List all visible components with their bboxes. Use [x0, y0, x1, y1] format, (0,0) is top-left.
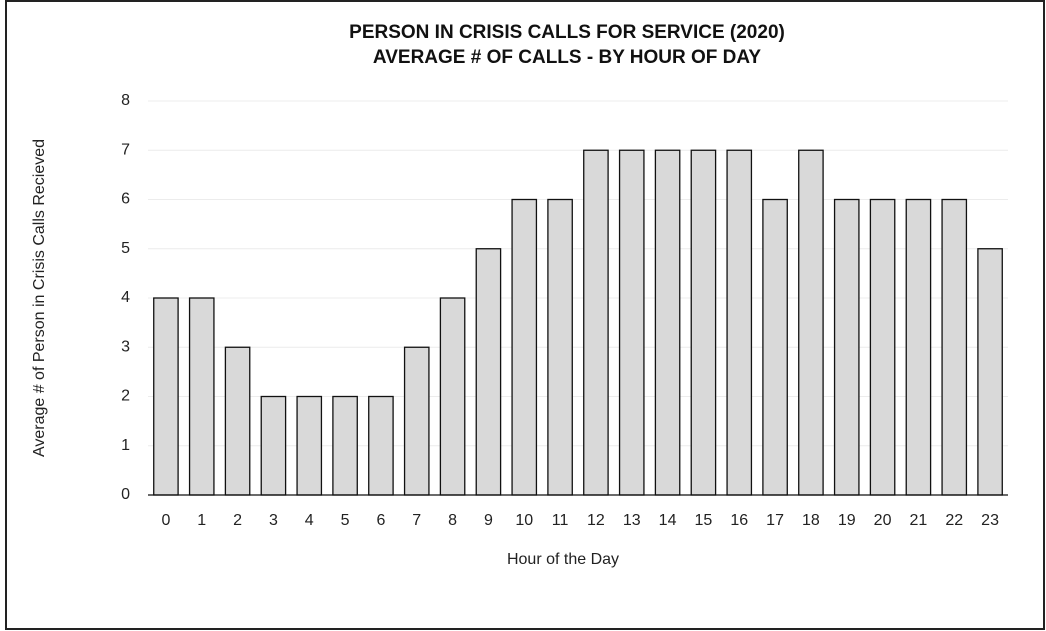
bar: [224, 346, 251, 496]
bar: [260, 395, 287, 496]
x-tick-label: 18: [802, 512, 820, 529]
x-tick-label: 14: [659, 512, 677, 529]
x-axis-label: Hour of the Day: [507, 551, 619, 568]
x-tick-label: 5: [341, 512, 350, 529]
bar: [977, 248, 1003, 496]
bar: [475, 248, 502, 496]
y-tick-label: 1: [121, 437, 130, 454]
x-tick-label: 7: [412, 512, 421, 529]
bar: [153, 297, 179, 496]
x-tick-label: 17: [766, 512, 784, 529]
x-tick-label: 0: [161, 512, 170, 529]
x-tick-label: 2: [233, 512, 242, 529]
x-tick-label: 1: [197, 512, 206, 529]
x-tick-label: 10: [515, 512, 533, 529]
y-tick-label: 7: [121, 141, 130, 158]
bar: [332, 395, 358, 496]
bar: [654, 149, 681, 496]
x-tick-label: 8: [448, 512, 457, 529]
bar: [511, 198, 538, 496]
y-tick-label: 8: [121, 92, 130, 109]
bar: [296, 395, 323, 496]
bar: [690, 149, 717, 496]
bar: [368, 395, 394, 496]
x-tick-label: 4: [305, 512, 314, 529]
y-tick-label: 4: [121, 289, 130, 306]
bar: [798, 149, 824, 496]
x-tick-label: 20: [874, 512, 892, 529]
y-tick-label: 5: [121, 240, 130, 257]
x-tick-label: 13: [623, 512, 641, 529]
chart-subtitle: AVERAGE # OF CALLS - BY HOUR OF DAY: [373, 47, 761, 68]
x-tick-label: 19: [838, 512, 856, 529]
bar: [403, 346, 430, 496]
x-tick-label: 3: [269, 512, 278, 529]
x-tick-label: 11: [552, 512, 569, 529]
x-tick-label: 15: [695, 512, 713, 529]
x-tick-label: 9: [484, 512, 493, 529]
bar: [869, 198, 896, 496]
x-tick-label: 12: [587, 512, 605, 529]
y-tick-label: 3: [121, 338, 130, 355]
x-tick-label: 22: [945, 512, 963, 529]
x-tick-label: 21: [910, 512, 928, 529]
bar: [439, 297, 466, 496]
y-tick-label: 2: [121, 388, 130, 405]
x-tick-label: 16: [730, 512, 748, 529]
bar: [941, 198, 968, 496]
bar: [188, 297, 215, 496]
y-tick-label: 6: [121, 191, 130, 208]
x-tick-label: 6: [376, 512, 385, 529]
bar: [833, 198, 860, 496]
bar: [583, 149, 609, 496]
y-tick-label: 0: [121, 486, 130, 503]
bar: [726, 149, 753, 496]
bar: [762, 198, 788, 496]
x-tick-label: 23: [981, 512, 999, 529]
chart-title: PERSON IN CRISIS CALLS FOR SERVICE (2020…: [349, 22, 785, 43]
bar: [547, 198, 573, 496]
y-axis-label: Average # of Person in Crisis Calls Reci…: [31, 139, 48, 457]
bar: [618, 149, 645, 496]
bar: [905, 198, 932, 496]
